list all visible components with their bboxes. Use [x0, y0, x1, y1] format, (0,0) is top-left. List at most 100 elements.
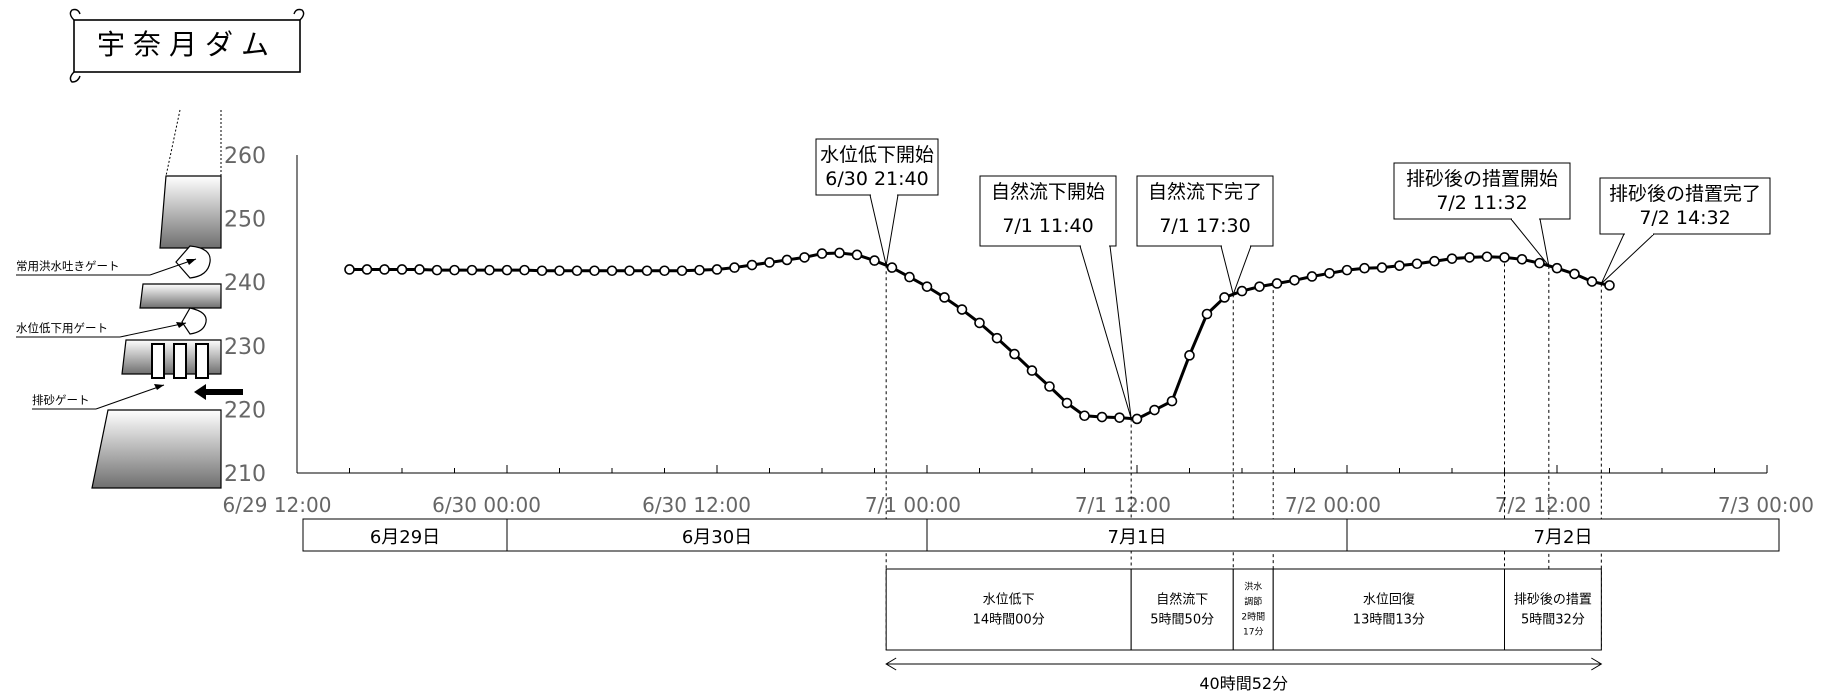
y-tick-label: 210 [224, 462, 266, 487]
phase-cell-label: 14時間00分 [973, 612, 1045, 627]
water-level-point [729, 262, 740, 273]
flushing-gate-1 [151, 343, 165, 379]
water-level-point [1026, 365, 1038, 376]
phase-cell: 排砂後の措置 5時間32分 [1504, 568, 1602, 651]
water-level-point [606, 265, 618, 277]
water-level-point [1394, 260, 1405, 271]
water-level-point [1044, 381, 1055, 392]
water-level-series [344, 247, 1615, 425]
water-level-point [1096, 411, 1108, 423]
water-level-point [1254, 281, 1265, 292]
chart-axes: 260 250 240 230 220 210 6/29 12:00 6/30 00:00 6/… [223, 144, 1814, 517]
flushing-gate-3 [195, 343, 209, 379]
callout-box [1136, 175, 1274, 247]
y-tick-label: 260 [224, 144, 266, 169]
water-level-point [1411, 258, 1423, 270]
phase-cell-box [1504, 568, 1602, 651]
water-level-point [1341, 264, 1353, 276]
water-level-point [746, 259, 758, 271]
x-tick-label: 7/2 12:00 [1495, 493, 1591, 517]
water-level-point [799, 252, 810, 263]
water-level-point [1184, 350, 1195, 361]
phase-cell-box [1272, 568, 1506, 651]
callout-text: 7/1 11:40 [1002, 215, 1093, 237]
water-level-point [991, 332, 1003, 344]
water-level-point [711, 264, 723, 275]
flow-arrow-icon [194, 384, 243, 400]
dam-base [91, 409, 222, 489]
water-level-point [1551, 262, 1563, 274]
y-tick-label: 240 [224, 271, 266, 296]
dam-title: 宇奈月ダム [97, 28, 277, 61]
callout-pointer [1600, 233, 1656, 284]
phase-cell-label: 5時間50分 [1150, 612, 1214, 627]
title-box: 宇奈月ダム [69, 8, 305, 83]
phase-cell-box [1130, 568, 1234, 651]
water-level-point [694, 264, 705, 276]
x-tick-label: 7/1 12:00 [1075, 493, 1171, 517]
x-tick-label: 6/30 12:00 [642, 493, 751, 517]
water-level-point [361, 264, 373, 275]
water-level-point [1324, 267, 1335, 279]
water-level-point [1604, 280, 1615, 291]
water-level-point [1306, 271, 1318, 282]
water-level-point [431, 264, 443, 276]
callout-box [979, 175, 1117, 247]
dam-upper-pier [159, 175, 222, 249]
date-cell-label: 6月30日 [682, 527, 752, 548]
water-level-point [1534, 257, 1545, 269]
water-level-point [396, 264, 408, 275]
phase-cell-label: 自然流下 [1156, 591, 1208, 607]
water-level-point [1131, 413, 1143, 425]
phase-cell-label: 排砂後の措置 [1514, 592, 1592, 607]
phase-cell-label: 17分 [1243, 627, 1263, 638]
callout-text: 自然流下開始 [991, 181, 1105, 203]
water-level-point [1446, 253, 1458, 264]
arrow-head-right-icon [1591, 657, 1603, 671]
x-tick-label: 7/2 00:00 [1285, 493, 1381, 517]
callout-text: 排砂後の措置完了 [1609, 183, 1761, 205]
water-level-point [641, 265, 653, 277]
water-level-point [1516, 254, 1528, 265]
water-level-point [1061, 397, 1073, 409]
callout-box [815, 138, 939, 196]
y-tick-label: 250 [224, 208, 266, 233]
callout-text: 6/30 21:40 [825, 168, 928, 190]
callout-pointer [869, 194, 899, 266]
water-level-point [589, 265, 600, 277]
phase-cell-box [885, 568, 1132, 651]
water-level-point [1079, 410, 1090, 422]
water-level-point [974, 317, 985, 329]
phase-cell-label: 13時間13分 [1353, 612, 1425, 627]
water-level-point [676, 265, 688, 277]
date-cell: 7月2日 [1346, 518, 1780, 552]
date-cell-box [302, 518, 508, 552]
water-level-point [449, 264, 460, 276]
callout-text: 7/2 11:32 [1436, 192, 1527, 214]
water-level-point [1569, 268, 1580, 280]
date-cell-box [506, 518, 928, 552]
water-level-point [764, 257, 775, 268]
water-level-point [1289, 274, 1300, 286]
arrow-head-left-icon [885, 657, 897, 671]
water-level-point [1464, 252, 1475, 263]
callout-text: 7/1 17:30 [1159, 215, 1250, 237]
water-level-point [834, 247, 845, 259]
water-level-point [939, 292, 950, 303]
water-level-point [1499, 252, 1510, 263]
water-level-point [536, 265, 548, 277]
x-tick-label: 7/1 00:00 [865, 493, 961, 517]
gate-label-flushing: 排砂ゲート [32, 393, 90, 407]
callout-pointer [1220, 245, 1252, 296]
x-tick-label: 6/29 12:00 [223, 493, 332, 517]
phase-cell-label: 水位低下 [983, 592, 1035, 607]
date-row: 6月29日 6月30日 7月1日 7月2日 [302, 518, 1780, 552]
y-tick-label: 230 [224, 335, 266, 360]
date-cell-label: 6月29日 [370, 527, 440, 548]
spillway-gate-icon [175, 245, 211, 279]
phase-cell-box [1232, 568, 1274, 651]
